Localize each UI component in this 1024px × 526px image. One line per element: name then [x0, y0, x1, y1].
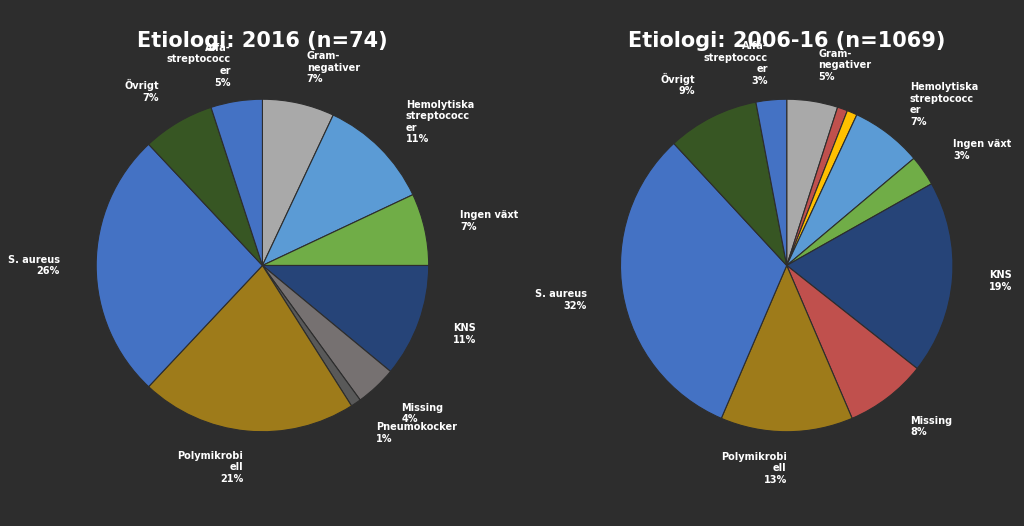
Wedge shape — [786, 158, 932, 266]
Text: KNS
19%: KNS 19% — [989, 270, 1012, 292]
Text: Polymikrobi
ell
21%: Polymikrobi ell 21% — [177, 451, 244, 484]
Wedge shape — [674, 102, 786, 266]
Text: Alfa-
streptococc
er
5%: Alfa- streptococc er 5% — [167, 43, 230, 87]
Text: Gram-
negativer
7%: Gram- negativer 7% — [306, 51, 359, 84]
Wedge shape — [621, 144, 786, 418]
Text: KNS
11%: KNS 11% — [454, 323, 476, 345]
Text: Missing
8%: Missing 8% — [910, 416, 952, 437]
Wedge shape — [786, 110, 857, 266]
Wedge shape — [786, 99, 838, 266]
Text: Alfa-
streptococc
er
3%: Alfa- streptococc er 3% — [703, 41, 768, 86]
Text: Övrigt
9%: Övrigt 9% — [660, 73, 695, 96]
Wedge shape — [96, 144, 262, 387]
Text: Ingen växt
3%: Ingen växt 3% — [953, 139, 1012, 160]
Text: Hemolytiska
streptococc
er
11%: Hemolytiska streptococc er 11% — [406, 99, 474, 145]
Wedge shape — [786, 115, 913, 266]
Text: Polymikrobi
ell
13%: Polymikrobi ell 13% — [721, 452, 786, 485]
Wedge shape — [786, 107, 847, 266]
Text: S. aureus
32%: S. aureus 32% — [535, 289, 587, 311]
Text: Gram-
negativer
5%: Gram- negativer 5% — [818, 48, 871, 82]
Wedge shape — [148, 266, 351, 432]
Text: Hemolytiska
streptococc
er
7%: Hemolytiska streptococc er 7% — [910, 82, 978, 127]
Wedge shape — [262, 195, 429, 266]
Text: Övrigt
7%: Övrigt 7% — [125, 79, 159, 103]
Wedge shape — [756, 99, 786, 266]
Wedge shape — [262, 266, 360, 406]
Text: Ingen växt
7%: Ingen växt 7% — [461, 210, 518, 232]
Title: Etiologi: 2006-16 (n=1069): Etiologi: 2006-16 (n=1069) — [628, 31, 945, 50]
Wedge shape — [786, 184, 953, 369]
Title: Etiologi: 2016 (n=74): Etiologi: 2016 (n=74) — [137, 31, 388, 50]
Text: Pneumokocker
1%: Pneumokocker 1% — [377, 422, 458, 444]
Wedge shape — [148, 107, 262, 266]
Wedge shape — [262, 99, 333, 266]
Text: Missing
4%: Missing 4% — [401, 402, 443, 424]
Wedge shape — [262, 266, 390, 400]
Wedge shape — [786, 266, 918, 418]
Wedge shape — [262, 115, 413, 266]
Wedge shape — [262, 266, 429, 371]
Text: S. aureus
26%: S. aureus 26% — [7, 255, 59, 276]
Wedge shape — [211, 99, 262, 266]
Wedge shape — [721, 266, 852, 432]
